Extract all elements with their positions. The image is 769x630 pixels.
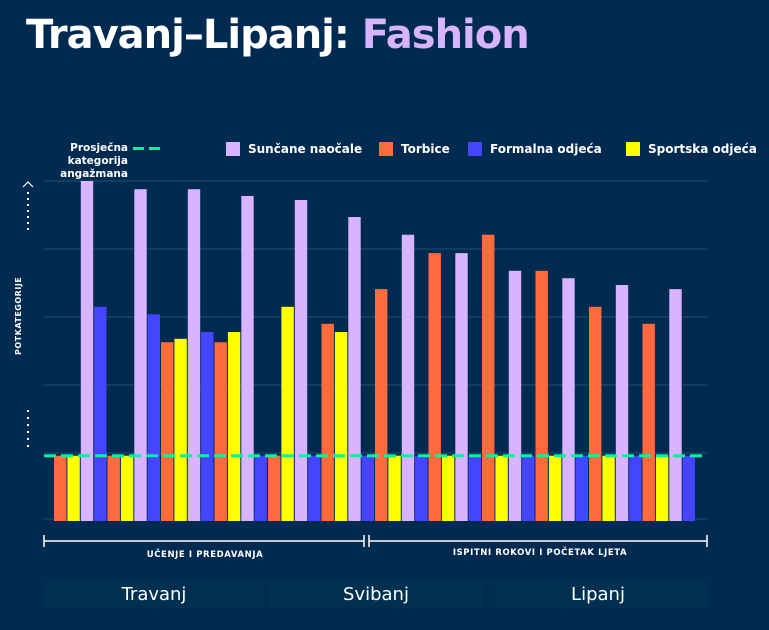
bar <box>281 306 294 521</box>
legend-item-formalna: Formalna odjeća <box>468 142 602 156</box>
bar <box>254 455 267 521</box>
bars <box>54 181 695 521</box>
month-band-travanj: Travanj <box>44 580 264 608</box>
legend-item-sportska: Sportska odjeća <box>626 142 757 156</box>
legend-average-label: Prosječna kategorija angažmana <box>8 142 128 181</box>
legend-label-suncane: Sunčane naočale <box>248 142 363 156</box>
legend-swatch-suncane <box>226 142 240 156</box>
bar <box>54 455 67 521</box>
bar <box>134 189 147 521</box>
bar <box>602 455 615 521</box>
bar <box>268 455 281 521</box>
title-accent: Fashion <box>361 12 530 58</box>
legend-average-swatch <box>133 147 161 150</box>
bar <box>508 270 522 521</box>
bar <box>401 234 415 521</box>
bar <box>482 234 495 521</box>
bar <box>241 196 254 521</box>
chart-title: Travanj–Lipanj: Fashion <box>26 12 530 58</box>
bar <box>80 181 94 521</box>
y-axis-arrow-icon <box>22 181 34 450</box>
bar <box>187 189 201 521</box>
legend-average-line1: Prosječna kategorija <box>67 142 128 167</box>
period-brackets <box>43 535 708 547</box>
bar <box>227 332 241 521</box>
bar <box>348 217 361 521</box>
bar <box>428 253 441 521</box>
bar <box>441 455 455 521</box>
bar <box>562 278 575 521</box>
bar <box>147 314 160 521</box>
legend-swatch-torbice <box>379 142 393 156</box>
bar <box>655 455 669 521</box>
legend-swatch-formalna <box>468 142 482 156</box>
bar <box>495 455 508 521</box>
bar <box>294 200 308 521</box>
period-label-ucenje: UČENJE I PREDAVANJA <box>146 550 264 560</box>
month-band-lipanj: Lipanj <box>489 580 707 608</box>
bar <box>388 455 401 521</box>
bar <box>120 455 134 521</box>
bar <box>629 455 642 521</box>
bar <box>375 289 388 521</box>
bar <box>575 455 588 521</box>
bar <box>308 455 321 521</box>
month-band-svibanj: Svibanj <box>266 580 486 608</box>
bar <box>455 253 468 521</box>
legend-item-torbice: Torbice <box>379 142 450 156</box>
bar <box>522 455 535 521</box>
bar <box>682 455 695 521</box>
bar <box>107 455 120 521</box>
bar <box>548 455 562 521</box>
bar <box>94 306 107 521</box>
bar <box>535 270 548 521</box>
bar <box>669 289 682 521</box>
period-label-ispitni: ISPITNI ROKOVI I POČETAK LJETA <box>452 548 628 558</box>
bar <box>161 342 174 521</box>
legend-label-torbice: Torbice <box>401 142 450 156</box>
legend-item-suncane-naocale: Sunčane naočale <box>226 142 362 156</box>
legend-label-sportska: Sportska odjeća <box>648 142 757 156</box>
bar <box>334 332 348 521</box>
bar <box>468 455 481 521</box>
bar <box>67 455 80 521</box>
bar <box>642 323 655 521</box>
bar <box>214 342 227 521</box>
bar <box>321 323 334 521</box>
bar <box>361 455 374 521</box>
bar <box>615 285 629 521</box>
bar <box>201 332 214 521</box>
legend-swatch-sportska <box>626 142 640 156</box>
title-prefix: Travanj–Lipanj: <box>26 12 362 58</box>
bar <box>589 306 602 521</box>
bar <box>174 338 187 521</box>
bar <box>415 455 428 521</box>
legend-average-line2: angažmana <box>60 168 128 180</box>
legend-label-formalna: Formalna odjeća <box>490 142 602 156</box>
